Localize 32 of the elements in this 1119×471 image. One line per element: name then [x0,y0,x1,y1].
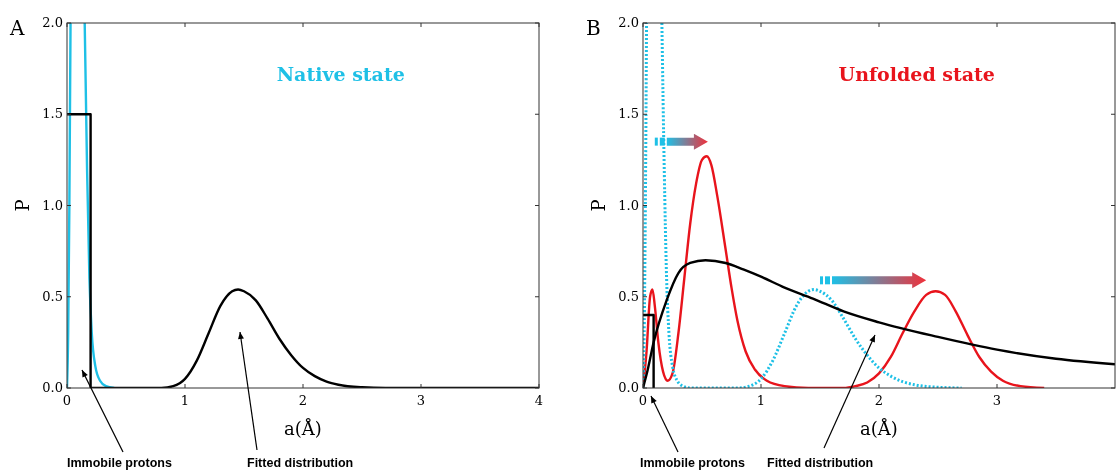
text: Native state [276,63,405,85]
x-tick-label: 2 [874,393,884,408]
y-tick-label: 2.0 [42,15,63,30]
text: Unfolded state [838,63,995,85]
x-tick-label: 0 [638,393,648,408]
y-tick-label: 1.5 [42,106,63,122]
line-series [643,259,1115,388]
x-tick-label: 1 [180,393,190,408]
text: Fitted distribution [767,456,874,470]
y-tick-label: 1.0 [42,197,63,213]
y-tick-label: 1.5 [618,106,639,122]
y-axis-title: P [588,199,609,212]
text: Immobile protons [640,456,745,470]
chart-title: A [9,16,25,40]
x-tick-label: 1 [756,393,766,408]
x-axis-title: a(Å) [860,418,898,439]
y-tick-label: 1.0 [618,197,639,213]
y-axis-title: P [12,199,33,212]
x-axis-title: a(Å) [284,418,322,439]
x-tick-label: 3 [992,393,1002,408]
x-tick-label: 3 [416,393,426,408]
chart-title: B [586,16,601,40]
y-tick-label: 0.0 [42,380,63,395]
x-tick-label: 0 [62,393,72,408]
y-tick-label: 0.0 [618,380,639,395]
text: Immobile protons [67,456,172,470]
x-tick-label: 4 [534,393,544,408]
y-tick-label: 0.5 [618,288,639,304]
y-tick-label: 0.5 [42,288,63,304]
text: Fitted distribution [247,456,354,470]
y-tick-label: 2.0 [618,15,639,30]
x-tick-label: 2 [298,393,308,408]
